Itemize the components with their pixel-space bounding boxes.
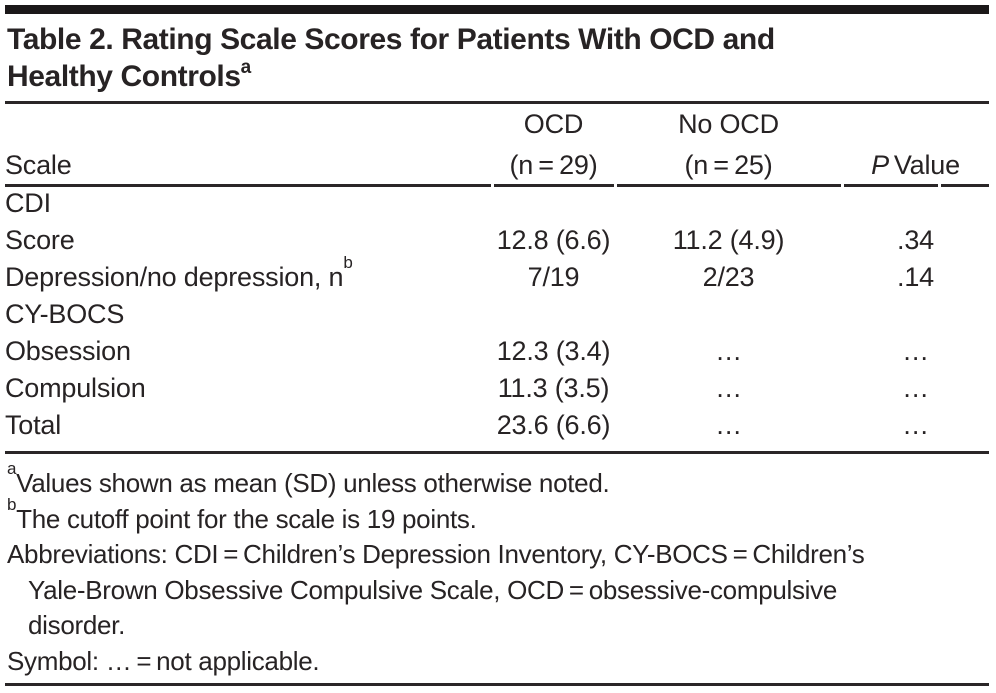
row-footnote-marker: b bbox=[343, 253, 353, 272]
cell-value bbox=[842, 296, 989, 333]
header-row-sub: Scale (n = 29) (n = 25) P Value bbox=[5, 145, 989, 185]
cell-value: .14 bbox=[897, 262, 934, 292]
rating-scale-table: OCD No OCD Scale (n = 29) (n = 25) P Valu… bbox=[5, 104, 989, 444]
header-row-group: OCD No OCD bbox=[5, 104, 989, 145]
footnote-abbreviations-line3: disorder. bbox=[28, 610, 126, 640]
header-ocd: OCD bbox=[523, 109, 584, 139]
row-label: Total bbox=[5, 410, 62, 440]
title-divider-rule bbox=[5, 101, 989, 104]
footnote-abbreviations-line2: Yale-Brown Obsessive Compulsive Scale, O… bbox=[28, 574, 838, 605]
cell-value: 12.3 (3.4) bbox=[496, 336, 611, 366]
cell-value: 2/23 bbox=[702, 262, 755, 292]
row-label: Obsession bbox=[5, 336, 131, 366]
header-spacer bbox=[842, 104, 989, 145]
header-underline-segment bbox=[494, 184, 614, 187]
cell-value bbox=[615, 296, 842, 333]
row-label: Compulsion bbox=[5, 373, 146, 403]
cell-value: … bbox=[902, 410, 929, 440]
header-no-ocd-n: (n = 25) bbox=[684, 149, 773, 180]
table-row-total: Total 23.6 (6.6) … … bbox=[5, 407, 989, 444]
footnote-a-marker: a bbox=[7, 459, 17, 479]
title-footnote-marker: a bbox=[240, 57, 252, 78]
header-p-value: P Value bbox=[871, 149, 960, 180]
cell-value: … bbox=[715, 410, 742, 440]
table-title: Table 2. Rating Scale Scores for Patient… bbox=[7, 21, 775, 95]
table-row-depression: Depression/no depression, nb 7/19 2/23 .… bbox=[5, 253, 989, 296]
cell-value bbox=[615, 185, 842, 222]
footnote-b-marker: b bbox=[7, 494, 17, 514]
cell-value bbox=[492, 185, 615, 222]
footnote-a: aValues shown as mean (SD) unless otherw… bbox=[7, 459, 610, 498]
cell-value bbox=[842, 185, 989, 222]
table-bottom-rule bbox=[5, 683, 989, 686]
table-title-line1: Table 2. Rating Scale Scores for Patient… bbox=[7, 23, 775, 56]
footnote-abbreviations-line1: Abbreviations: CDI = Children’s Depressi… bbox=[7, 539, 865, 569]
cell-value: 12.8 (6.6) bbox=[496, 225, 611, 255]
footnote-b: bThe cutoff point for the scale is 19 po… bbox=[7, 494, 477, 534]
header-underline-segment bbox=[5, 184, 491, 187]
table-row-obsession: Obsession 12.3 (3.4) … … bbox=[5, 333, 989, 370]
table-row-cybocs: CY-BOCS bbox=[5, 296, 989, 333]
table-title-line2: Healthy Controlsa bbox=[7, 57, 252, 93]
header-underline-segment bbox=[941, 184, 989, 187]
table-row-cdi: CDI bbox=[5, 185, 989, 222]
table-row-score: Score 12.8 (6.6) 11.2 (4.9) .34 bbox=[5, 222, 989, 259]
header-underline-segment bbox=[617, 184, 841, 187]
cell-value bbox=[492, 296, 615, 333]
cell-value: … bbox=[715, 336, 742, 366]
header-ocd-n: (n = 29) bbox=[509, 149, 598, 180]
cell-value: 11.2 (4.9) bbox=[672, 225, 785, 255]
table-footnotes: aValues shown as mean (SD) unless otherw… bbox=[7, 459, 989, 679]
body-footnote-divider-rule bbox=[5, 451, 989, 454]
cell-value: .34 bbox=[897, 225, 934, 255]
header-no-ocd: No OCD bbox=[678, 109, 779, 139]
cell-value: 11.3 (3.5) bbox=[497, 373, 610, 403]
header-spacer bbox=[5, 104, 492, 145]
table-top-bar bbox=[5, 5, 989, 14]
row-label: Score bbox=[5, 225, 75, 255]
table-row-compulsion: Compulsion 11.3 (3.5) … … bbox=[5, 370, 989, 407]
row-label: Depression/no depression, nb bbox=[5, 253, 353, 292]
header-underline-segment bbox=[844, 184, 938, 187]
footnote-symbol: Symbol: … = not applicable. bbox=[7, 645, 320, 676]
cell-value: … bbox=[715, 373, 742, 403]
cell-value: … bbox=[902, 336, 929, 366]
cell-value: 23.6 (6.6) bbox=[496, 410, 611, 440]
row-label: CY-BOCS bbox=[5, 299, 125, 329]
row-label: CDI bbox=[5, 188, 51, 218]
header-scale: Scale bbox=[5, 149, 72, 180]
cell-value: … bbox=[902, 373, 929, 403]
cell-value: 7/19 bbox=[527, 262, 580, 292]
